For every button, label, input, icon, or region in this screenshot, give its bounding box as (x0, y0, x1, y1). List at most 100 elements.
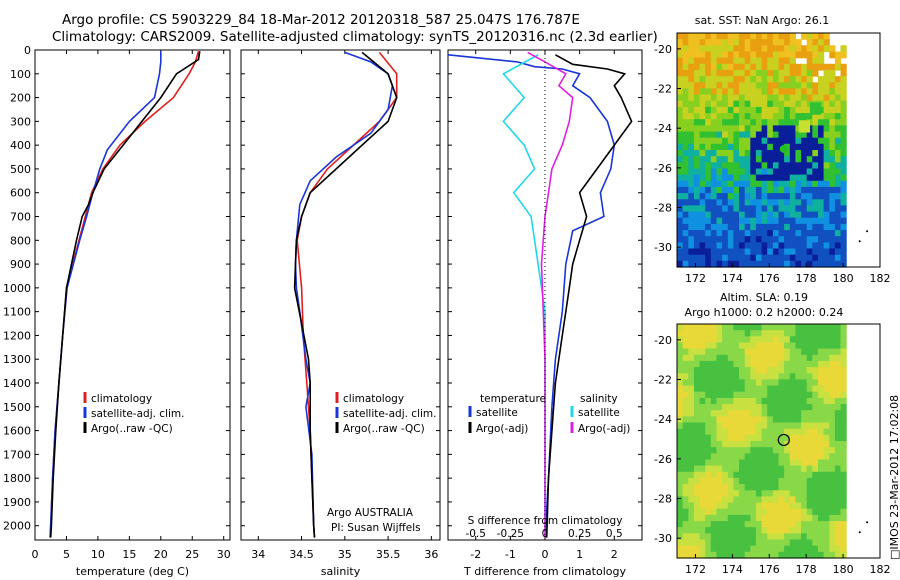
map-cell (812, 539, 819, 547)
map-cell (755, 453, 763, 461)
map-cell (693, 39, 701, 46)
map-cell (829, 193, 836, 200)
map-cell (722, 465, 729, 473)
map-cell (755, 348, 763, 356)
map-cell (806, 113, 813, 120)
map-cell (750, 465, 757, 473)
map-cell (840, 106, 847, 114)
map-cell (716, 385, 723, 393)
map-cell (739, 63, 746, 71)
map-cell (806, 51, 813, 59)
map-cell (784, 254, 791, 262)
map-cell (693, 453, 701, 461)
map-cell (716, 508, 723, 516)
map-cell (682, 521, 689, 528)
x-axis-label-salinity: salinity (321, 565, 361, 578)
map-cell (716, 217, 723, 225)
map-cell (801, 484, 808, 491)
map-cell (812, 459, 819, 467)
map-cell (750, 113, 757, 120)
map-cell (688, 422, 695, 430)
map-cell (716, 150, 723, 157)
map-cell (716, 162, 723, 170)
map-cell (784, 367, 791, 374)
map-cell (716, 125, 723, 133)
map-cell (705, 508, 712, 516)
map-cell (761, 174, 768, 182)
map-cell (744, 404, 751, 411)
map-cell (688, 348, 695, 356)
map-cell (801, 539, 808, 547)
map-cell (812, 230, 819, 237)
series-line-differences (447, 54, 616, 538)
map-cell (739, 404, 746, 411)
series-line-differences (527, 51, 574, 538)
series-line-temperature (49, 51, 201, 538)
map-cell (699, 360, 706, 368)
map-cell (750, 88, 757, 96)
map-cell (739, 156, 746, 163)
map-cell (688, 82, 695, 90)
map-cell (744, 205, 751, 213)
map-cell (682, 248, 689, 256)
map-cell (699, 69, 706, 77)
map-cell (829, 330, 836, 337)
map-cell (722, 397, 729, 405)
map-cell (699, 168, 706, 176)
map-cell (789, 260, 796, 268)
map-cell (693, 533, 701, 541)
map-cell (727, 39, 734, 46)
map-cell (744, 453, 751, 461)
annotation-pi: PI: Susan Wijffels (331, 522, 421, 534)
map-cell (693, 45, 701, 53)
map-x-tick-label: 182 (870, 272, 891, 285)
map-cell (739, 379, 746, 387)
map-cell (829, 45, 836, 53)
map-cell (716, 471, 723, 479)
map-cell (772, 391, 780, 399)
map-cell (755, 168, 763, 176)
map-cell (733, 373, 740, 381)
map-cell (693, 69, 701, 77)
map-cell (818, 199, 825, 207)
map-cell (789, 51, 796, 59)
map-cell (705, 367, 712, 374)
map-cell (840, 168, 847, 176)
map-cell (716, 459, 723, 467)
map-cell (693, 514, 701, 522)
map-cell (750, 205, 757, 213)
map-cell (823, 205, 830, 213)
map-cell (722, 100, 729, 108)
map-cell (693, 527, 701, 534)
map-cell (750, 193, 757, 200)
map-cell (795, 379, 802, 387)
map-cell (778, 330, 785, 337)
map-cell (744, 342, 751, 350)
map-cell (784, 57, 791, 65)
map-cell (733, 199, 740, 207)
map-cell (705, 459, 712, 467)
map-cell (705, 391, 712, 399)
map-cell (772, 131, 780, 139)
map-cell (818, 434, 825, 442)
map-cell (677, 205, 684, 213)
map-cell (727, 260, 734, 268)
map-cell (677, 533, 684, 541)
map-cell (722, 404, 729, 411)
map-cell (812, 391, 819, 399)
map-cell (677, 416, 684, 424)
map-cell (834, 330, 842, 337)
map-cell (772, 447, 780, 454)
map-cell (750, 242, 757, 250)
map-cell (750, 367, 757, 374)
map-cell (699, 397, 706, 405)
map-cell (761, 527, 768, 534)
map-cell (705, 69, 712, 77)
map-cell (801, 348, 808, 356)
map-cell (727, 514, 734, 522)
map-cell (744, 459, 751, 467)
map-cell (705, 51, 712, 59)
map-cell (727, 551, 734, 559)
map-cell (823, 367, 830, 374)
map-cell (744, 199, 751, 207)
